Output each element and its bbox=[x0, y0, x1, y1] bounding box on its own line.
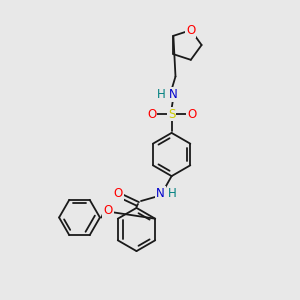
Text: S: S bbox=[168, 107, 175, 121]
Text: O: O bbox=[114, 187, 123, 200]
Text: O: O bbox=[187, 107, 196, 121]
Text: O: O bbox=[186, 24, 195, 37]
Text: N: N bbox=[169, 88, 178, 101]
Text: O: O bbox=[147, 107, 156, 121]
Text: N: N bbox=[156, 187, 165, 200]
Text: H: H bbox=[157, 88, 166, 101]
Text: H: H bbox=[167, 187, 176, 200]
Text: O: O bbox=[103, 204, 112, 217]
